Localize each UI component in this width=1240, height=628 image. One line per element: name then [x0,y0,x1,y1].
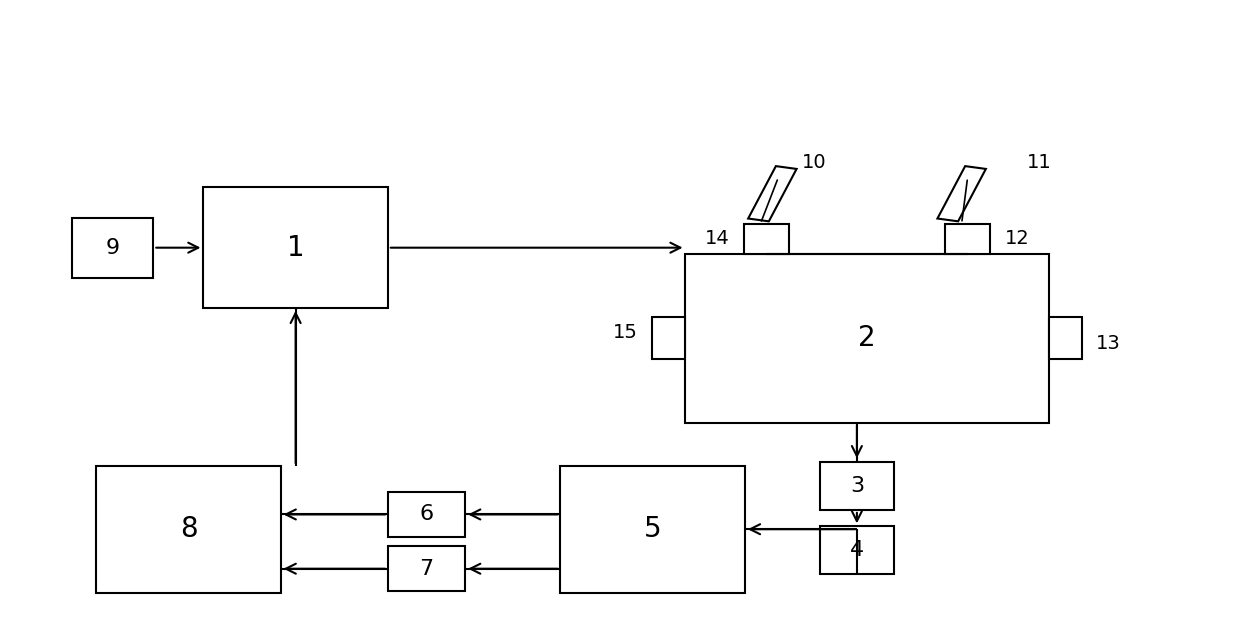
Bar [388,492,465,537]
Text: 13: 13 [1096,334,1121,353]
Text: 5: 5 [644,515,662,543]
Bar [945,224,991,254]
Text: 11: 11 [1027,153,1052,172]
Bar [1049,317,1081,359]
Bar [560,466,745,593]
Text: 6: 6 [419,504,434,524]
Text: 7: 7 [419,559,434,579]
Text: 9: 9 [105,237,120,257]
Bar [72,217,154,278]
Bar [686,254,1049,423]
Text: 1: 1 [286,234,305,262]
Text: 3: 3 [849,476,864,496]
Text: 10: 10 [802,153,827,172]
Bar [203,187,388,308]
Text: 14: 14 [704,229,729,248]
Bar [97,466,280,593]
Bar [388,546,465,592]
Bar [937,166,986,221]
Bar [820,526,894,575]
Bar [744,224,789,254]
Bar [652,317,686,359]
Text: 4: 4 [849,540,864,560]
Text: 12: 12 [1004,229,1029,248]
Text: 8: 8 [180,515,197,543]
Text: 15: 15 [613,323,637,342]
Text: 2: 2 [858,324,875,352]
Bar [748,166,796,221]
Bar [820,462,894,510]
